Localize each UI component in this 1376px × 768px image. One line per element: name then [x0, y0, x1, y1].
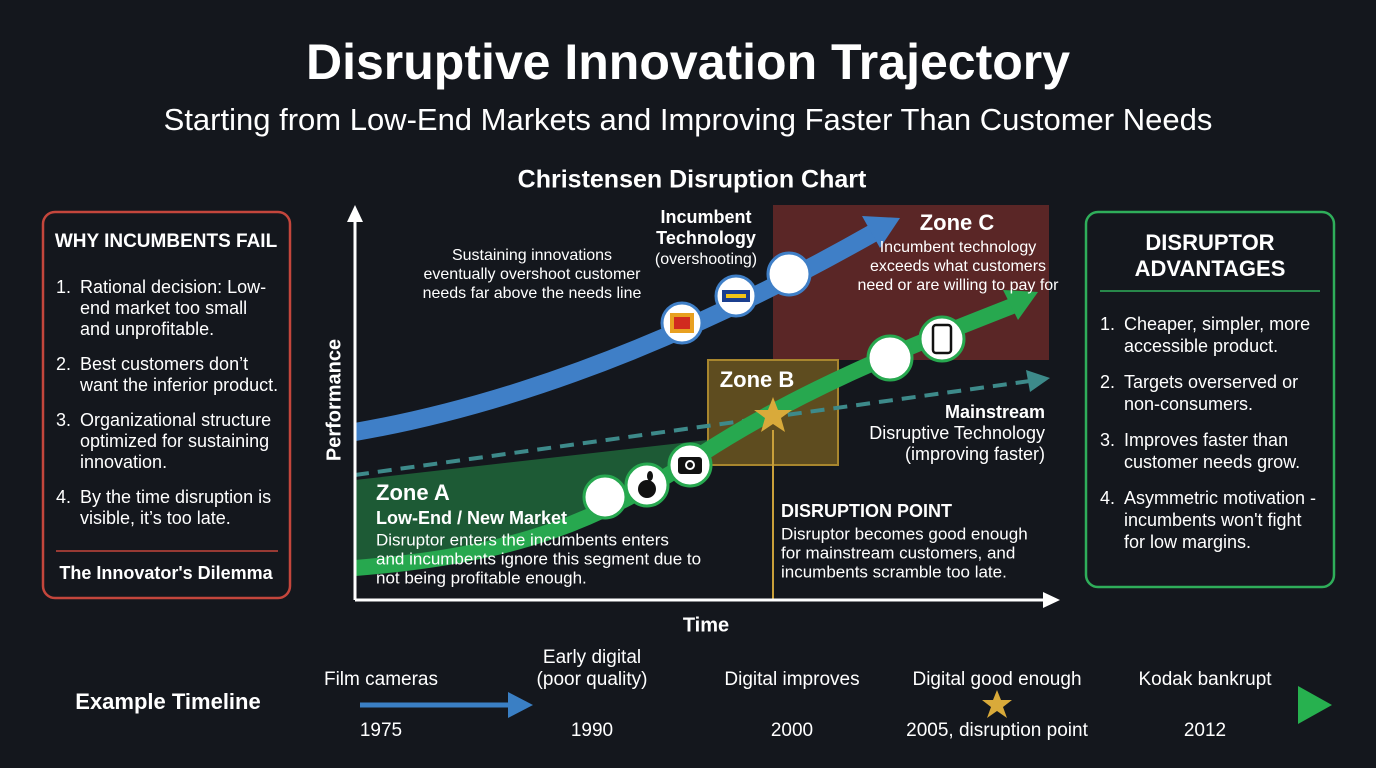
zone-title: Zone C	[920, 210, 995, 235]
arrow-head	[347, 205, 363, 222]
item-text: end market too small	[80, 298, 247, 318]
arrow-head	[1043, 592, 1060, 608]
arrow-head	[1026, 370, 1050, 392]
star	[754, 397, 792, 432]
item-text: customer needs grow.	[1124, 452, 1300, 472]
logo-netflix	[866, 334, 914, 382]
event-year: 2005, disruption point	[906, 720, 1088, 741]
event-label: Digital good enough	[912, 669, 1081, 690]
item-text: and unprofitable.	[80, 319, 214, 339]
arrow-head	[508, 692, 533, 718]
panel-heading: WHY INCUMBENTS FAIL	[55, 231, 278, 252]
star	[982, 690, 1012, 718]
item-text: optimized for sustaining	[80, 431, 269, 451]
annotation: need or are willing to pay for	[858, 277, 1060, 294]
item-number: 4.	[56, 487, 71, 507]
left-panel	[41, 210, 292, 600]
item-text: By the time disruption is	[80, 487, 271, 507]
annotation: Disruptor becomes good enough	[781, 524, 1028, 543]
annotation: eventually overshoot customer	[424, 266, 642, 283]
item-text: incumbents won't fight	[1124, 510, 1302, 530]
zone-subtitle: Low-End / New Market	[376, 508, 567, 528]
annotation: Disruptive Technology	[869, 423, 1045, 443]
event-year: 1990	[571, 720, 613, 741]
disruption-title: DISRUPTION POINT	[781, 501, 952, 521]
annotation: exceeds what customers	[870, 258, 1046, 275]
incumbent-label: Technology	[656, 228, 756, 248]
annotation: and incumbents ignore this segment due t…	[376, 549, 701, 568]
annotation: (improving faster)	[905, 444, 1045, 464]
chart-title: Christensen Disruption Chart	[518, 166, 867, 194]
event-label: Early digital	[543, 647, 641, 668]
logo-kodak	[660, 301, 704, 345]
needs-label: Mainstream	[945, 402, 1045, 422]
item-text: for low margins.	[1124, 532, 1251, 552]
logo-apple	[624, 462, 670, 508]
logo-camera	[667, 442, 713, 488]
annotation: Sustaining innovations	[452, 247, 612, 264]
annotation: incumbents scramble too late.	[781, 562, 1007, 581]
item-number: 2.	[56, 354, 71, 374]
logo-netflix-n	[582, 474, 628, 520]
item-number: 3.	[56, 410, 71, 430]
item-number: 1.	[1100, 314, 1115, 334]
annotation: not being profitable enough.	[376, 568, 587, 587]
item-text: non-consumers.	[1124, 394, 1253, 414]
item-text: Targets overserved or	[1124, 372, 1298, 392]
logo-text: NETFLIX	[871, 353, 909, 363]
timeline-label: Example Timeline	[75, 689, 260, 714]
subtitle: Starting from Low-End Markets and Improv…	[164, 102, 1213, 137]
annotation: needs far above the needs line	[423, 285, 642, 302]
title: Disruptive Innovation Trajectory	[306, 34, 1070, 90]
item-number: 2.	[1100, 372, 1115, 392]
event-year: 1975	[360, 720, 402, 741]
item-text: innovation.	[80, 452, 167, 472]
panel-heading: DISRUPTOR	[1145, 230, 1274, 255]
event-label: Kodak bankrupt	[1138, 669, 1272, 690]
item-number: 4.	[1100, 488, 1115, 508]
event-label: (poor quality)	[537, 669, 648, 690]
arrow-head	[1003, 290, 1038, 320]
panel-footer: The Innovator's Dilemma	[59, 563, 273, 583]
zone-title: Zone B	[720, 367, 795, 392]
logo-phone	[918, 315, 966, 363]
axis-label: Time	[683, 614, 729, 636]
item-text: Rational decision: Low-	[80, 277, 266, 297]
incumbent-note: (overshooting)	[655, 251, 757, 268]
event-year: 2012	[1184, 720, 1226, 741]
item-text: want the inferior product.	[79, 375, 278, 395]
logo-blockbuster	[714, 274, 758, 318]
item-text: accessible product.	[1124, 336, 1278, 356]
annotation: Incumbent technology	[880, 239, 1037, 256]
item-number: 3.	[1100, 430, 1115, 450]
item-text: Asymmetric motivation -	[1124, 488, 1316, 508]
item-text: visible, it’s too late.	[80, 508, 231, 528]
axis-label: Performance	[323, 339, 345, 461]
annotation: for mainstream customers, and	[781, 543, 1015, 562]
incumbent-label: Incumbent	[660, 207, 751, 227]
zone-title: Zone A	[376, 480, 450, 505]
item-text: Best customers don’t	[80, 354, 248, 374]
zone-c	[773, 205, 1049, 360]
item-number: 1.	[56, 277, 71, 297]
event-label: Film cameras	[324, 669, 438, 690]
logo-nokia	[766, 251, 812, 297]
annotation: Disruptor enters the incumbents enters	[376, 530, 669, 549]
right-panel	[1084, 210, 1336, 589]
event-year: 2000	[771, 720, 813, 741]
item-text: Improves faster than	[1124, 430, 1288, 450]
event-label: Digital improves	[724, 669, 859, 690]
panel-heading: ADVANTAGES	[1135, 256, 1286, 281]
logo-text: NOKIA	[775, 269, 805, 279]
arrow-head	[862, 216, 900, 248]
arrow-head	[1298, 686, 1332, 724]
item-text: Organizational structure	[80, 410, 271, 430]
zone-a	[355, 440, 708, 572]
logo-text: N	[596, 481, 615, 511]
item-text: Cheaper, simpler, more	[1124, 314, 1310, 334]
